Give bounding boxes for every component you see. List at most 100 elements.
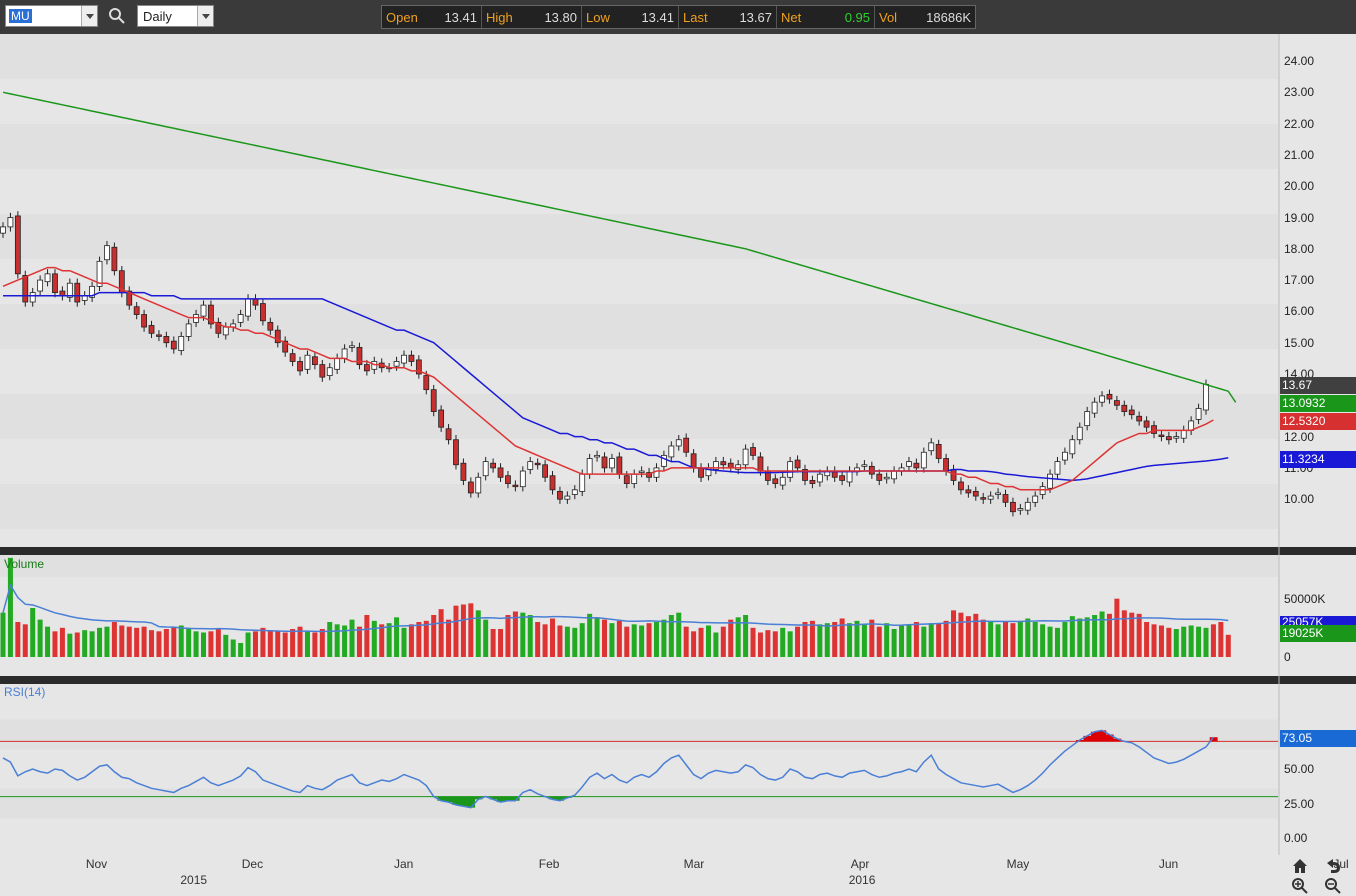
candle-body [200,304,207,317]
chevron-down-icon [202,14,210,19]
candle-body [245,298,251,317]
symbol-value[interactable]: MU [9,9,32,23]
candle-body [920,451,927,469]
candle-body [267,321,274,331]
volume-bar [7,557,13,657]
candle-body [668,445,675,458]
symbol-field[interactable]: MU [5,5,98,27]
candle-body [52,273,58,294]
y-tick-label: 22.00 [1284,116,1315,131]
candle-body [1195,408,1202,420]
candle-body [156,334,162,337]
volume-bar [1099,611,1105,657]
candle-body [304,354,311,370]
candle-body [868,465,875,475]
candle-body [393,361,400,367]
volume-bar [342,625,348,657]
quote-label: Low [586,9,610,25]
rsi-overbought-fill [1090,731,1099,742]
quote-value: 13.41 [444,9,477,25]
candle-body [1069,439,1076,455]
undo-icon[interactable] [1324,857,1342,875]
home-icon[interactable] [1291,857,1309,875]
candle-body [148,325,155,334]
quote-value: 0.95 [844,9,870,25]
volume-bar [238,643,244,657]
candle-body [1010,501,1016,513]
quote-low: Low 13.41 [582,6,679,28]
volume-bar [416,622,422,657]
symbol-dropdown-button[interactable] [81,6,97,26]
search-icon[interactable] [108,7,126,25]
volume-bar [505,615,511,657]
volume-bar [119,625,125,657]
volume-bar [512,611,518,657]
volume-bar [646,623,652,657]
period-select[interactable]: Daily [137,5,214,27]
candle-body [683,437,690,453]
volume-bar [735,617,741,657]
volume-bar [1040,624,1046,657]
volume-bar [1218,622,1224,657]
volume-bar [802,622,808,657]
rsi-panel[interactable] [0,684,1356,855]
volume-bar [899,625,905,657]
volume-bar [594,617,600,657]
volume-bar [921,626,927,657]
candle-body [646,472,652,478]
candle-body [430,389,437,412]
volume-bar [1017,620,1023,657]
volume-bar [401,627,407,657]
volume-bar [1166,627,1172,657]
candle-body [423,375,430,391]
candle-body [66,282,73,298]
volume-bar [1047,626,1053,657]
candle-body [1002,494,1009,503]
candle-body [720,461,727,466]
volume-average-line [2,583,1229,633]
x-year-label: 2016 [848,873,876,887]
period-dropdown-button[interactable] [197,6,213,26]
volume-bar [728,619,734,657]
rsi-oversold-fill [504,796,513,801]
candle-body [1054,461,1061,475]
zoom-in-icon[interactable] [1291,877,1309,895]
candle-body [757,456,764,472]
candle-body [297,361,303,372]
candle-body [965,489,972,494]
candle-body [89,285,96,298]
volume-bar [958,612,964,657]
volume-bar [483,619,489,657]
candle-body [913,462,920,469]
volume-bar [1196,626,1202,657]
quote-label: Vol [879,9,898,25]
candle-body [772,478,779,484]
panel-divider[interactable] [0,676,1356,684]
candle-body [534,462,541,466]
candle-body [883,476,890,480]
candle-body [958,481,964,491]
rsi-panel-label: RSI(14) [4,685,46,699]
rsi-oversold-fill [548,796,557,800]
volume-bar [82,630,88,657]
candle-body [609,458,615,469]
candle-body [460,462,467,481]
candle-body [698,467,704,478]
volume-bar [1114,598,1120,657]
candle-body [846,470,853,483]
quote-last: Last 13.67 [679,6,777,28]
volume-bar [839,618,845,657]
volume-bar [498,629,504,657]
candle-body [163,336,170,344]
volume-bar [951,610,957,657]
volume-bar [186,627,192,657]
zoom-out-icon[interactable] [1324,877,1342,895]
candle-body [1076,426,1083,441]
rsi-oversold-fill [444,796,453,803]
candle-body [1032,495,1039,503]
panel-divider[interactable] [0,547,1356,555]
volume-bar [1025,618,1031,657]
candle-body [1017,508,1024,511]
candle-body [1203,383,1209,411]
